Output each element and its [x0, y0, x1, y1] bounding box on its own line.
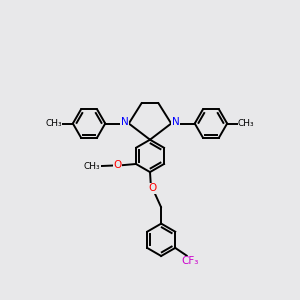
Text: CF₃: CF₃ [181, 256, 199, 266]
Text: O: O [148, 183, 157, 193]
Text: O: O [113, 160, 122, 170]
Text: N: N [121, 117, 128, 127]
Text: N: N [172, 117, 179, 127]
Text: CH₃: CH₃ [238, 119, 255, 128]
Text: CH₃: CH₃ [45, 119, 62, 128]
Text: CH₃: CH₃ [83, 161, 100, 170]
